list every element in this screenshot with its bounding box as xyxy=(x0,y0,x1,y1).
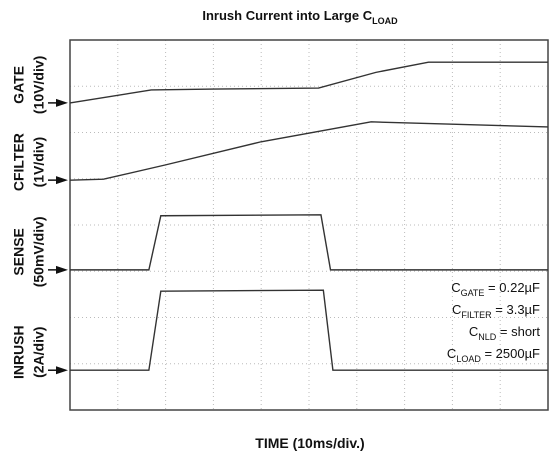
annotation-main: C xyxy=(447,346,456,361)
annotation-sub: LOAD xyxy=(456,354,481,364)
annotation: CGATE = 0.22µF xyxy=(451,280,540,298)
annotation-main: C xyxy=(469,324,478,339)
channel-scale: (50mV/div) xyxy=(31,216,47,287)
title-main: Inrush Current into Large C xyxy=(202,8,372,23)
annotation-rest: = short xyxy=(496,324,540,339)
chart-title: Inrush Current into Large CLOAD xyxy=(202,8,398,26)
x-axis-label: TIME (10ms/div.) xyxy=(255,435,364,451)
channel-name: GATE xyxy=(11,66,27,104)
trace xyxy=(70,289,548,371)
annotation-main: C xyxy=(451,280,460,295)
channel-name: SENSE xyxy=(11,228,27,275)
trace xyxy=(69,61,548,104)
ground-marker xyxy=(56,366,68,375)
title-sub: LOAD xyxy=(372,16,398,26)
ground-marker xyxy=(56,176,68,185)
annotation-main: C xyxy=(452,302,461,317)
annotation: CNLD = short xyxy=(469,324,541,342)
annotation-sub: FILTER xyxy=(461,310,492,320)
trace xyxy=(69,121,549,181)
plot-frame xyxy=(69,39,549,411)
trace xyxy=(70,214,548,271)
ground-marker xyxy=(56,265,68,274)
ground-marker xyxy=(56,98,68,107)
annotation-sub: GATE xyxy=(461,288,485,298)
channel-name: INRUSH xyxy=(11,325,27,379)
annotation: CLOAD = 2500µF xyxy=(447,346,540,364)
annotation-rest: = 0.22µF xyxy=(484,280,540,295)
channel-scale: (10V/div) xyxy=(31,56,47,114)
annotation-rest: = 2500µF xyxy=(481,346,540,361)
annotation: CFILTER = 3.3µF xyxy=(452,302,540,320)
channel-name: CFILTER xyxy=(11,133,27,191)
annotation-sub: NLD xyxy=(478,332,497,342)
channel-scale: (1V/div) xyxy=(31,137,47,188)
annotation-rest: = 3.3µF xyxy=(492,302,540,317)
channel-scale: (2A/div) xyxy=(31,327,47,378)
